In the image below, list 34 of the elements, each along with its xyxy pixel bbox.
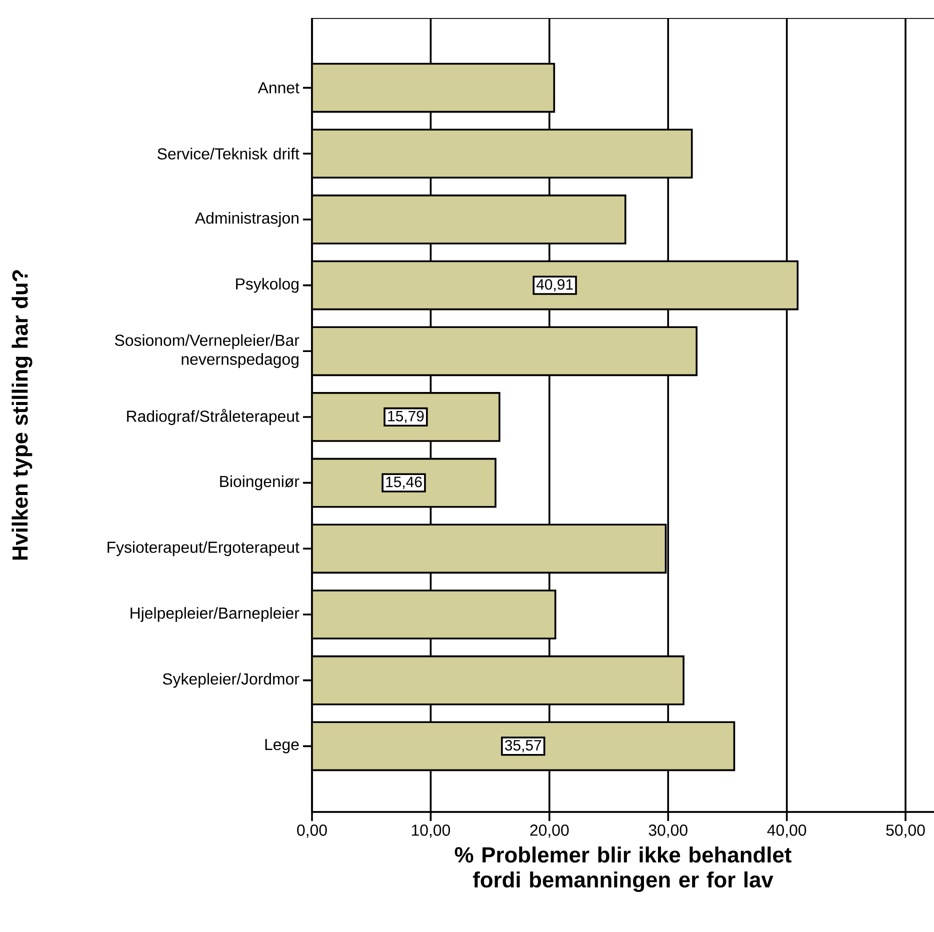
y-tick-label: Administrasjon — [194, 212, 298, 227]
data-label: 15,46 — [386, 476, 422, 489]
x-axis-title: % Problemer blir ikke behandlet fordi bemanningen er for lav — [454, 846, 792, 892]
bar — [312, 260, 799, 310]
x-tick-label: 50,00 — [886, 824, 925, 838]
y-tick-label: Fysioterapeut/Ergoterapeut — [108, 541, 300, 556]
x-tick-label: 20,00 — [530, 824, 569, 838]
x-tick-label: 0,00 — [297, 824, 327, 838]
y-axis-title: Hvilken type stilling har du? — [12, 270, 32, 560]
y-tick-label: Service/Teknisk drift — [158, 148, 300, 160]
bar — [312, 392, 500, 442]
y-tick-label: Psykolog — [236, 278, 298, 293]
y-tick-label: Sosionom/Vernepleier/Bar nevernspedagog — [115, 334, 300, 368]
data-label: 40,91 — [536, 279, 573, 292]
y-tick-label: Radiograf/Stråleterapeut — [127, 408, 300, 426]
x-tick-label: 10,00 — [412, 824, 450, 838]
y-tick-label: Bioingeniør — [220, 475, 300, 490]
x-tick-label: 30,00 — [648, 824, 688, 838]
y-tick-label: Hjelpepleier/Barnepleier — [130, 607, 300, 622]
y-tick-label: Lege — [265, 739, 299, 754]
y-tick-label: Sykepleier/Jordmor — [162, 672, 300, 688]
data-label: 35,57 — [504, 740, 542, 752]
bar — [312, 458, 496, 508]
bar — [312, 721, 736, 772]
x-tick-label: 40,00 — [767, 824, 806, 838]
bar — [312, 194, 626, 244]
y-tick-label: Annet — [258, 82, 300, 94]
bar — [312, 655, 684, 706]
bar — [312, 524, 667, 574]
bar — [312, 62, 556, 113]
bar — [312, 590, 556, 640]
data-label: 15,79 — [388, 410, 424, 424]
bar — [312, 128, 693, 179]
bar — [312, 326, 698, 376]
